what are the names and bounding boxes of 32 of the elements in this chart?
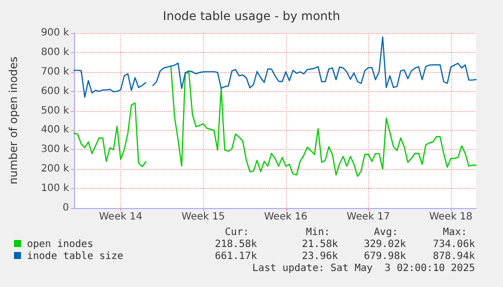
text: 21.58k xyxy=(302,239,338,251)
text: 218.58k xyxy=(214,239,257,251)
x-tick-label: Week 17 xyxy=(346,212,390,222)
text: 878.94k xyxy=(432,251,475,263)
text: 661.17k xyxy=(214,251,257,263)
text: Avg: xyxy=(374,227,398,239)
legend-label: open inodes xyxy=(26,239,94,251)
text: Cur: xyxy=(224,227,249,239)
y-tick-label: 900 k xyxy=(40,28,70,38)
y-tick-label: 400 k xyxy=(40,124,70,136)
text: 734.06k xyxy=(432,239,475,251)
chart-title: Inode table usage - by month xyxy=(162,9,340,23)
text: Last update: Sat May 3 02:00:10 2025 xyxy=(252,263,475,275)
y-tick-label: 700 k xyxy=(40,66,70,78)
y-tick-label: 300 k xyxy=(40,144,70,156)
text: 23.96k xyxy=(302,251,338,263)
y-tick-label: 600 k xyxy=(40,86,70,97)
y-tick-label: 100 k xyxy=(40,183,70,194)
text: Min: xyxy=(306,227,330,239)
x-tick-label: Week 15 xyxy=(182,212,225,222)
y-axis-title: number of open inodes xyxy=(7,56,20,184)
x-tick-label: Week 18 xyxy=(429,212,473,222)
text: 679.98k xyxy=(364,251,406,263)
y-tick-label: 500 k xyxy=(40,105,70,116)
y-tick-label: 800 k xyxy=(40,46,70,58)
legend-label: inode table size xyxy=(26,251,124,263)
x-tick-label: Week 16 xyxy=(264,212,308,222)
text: 329.02k xyxy=(364,239,406,251)
text: Max: xyxy=(442,227,467,239)
y-tick-label: 0 xyxy=(62,202,69,214)
y-tick-label: 200 k xyxy=(40,164,70,175)
x-tick-label: Week 14 xyxy=(99,212,142,222)
